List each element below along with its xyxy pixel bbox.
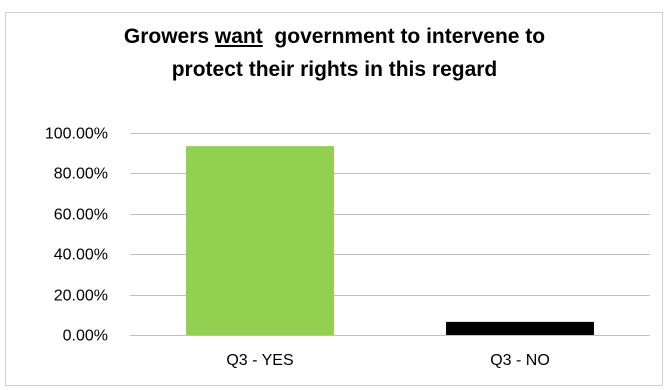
chart-title-line-2: protect their rights in this regard: [171, 58, 498, 81]
chart-title: Growers want government to intervene to …: [0, 20, 669, 86]
y-tick-label: 40.00%: [54, 247, 108, 264]
bar-q3-yes: [186, 146, 334, 335]
x-tick-label: Q3 - YES: [226, 352, 293, 369]
title-suffix: government to intervene to: [262, 25, 546, 48]
title-prefix: Growers: [123, 25, 215, 48]
title-underlined-word: want: [214, 25, 263, 48]
chart-title-line-1: Growers want government to intervene to: [0, 20, 669, 53]
bar-q3-no: [446, 321, 594, 335]
y-tick-label: 0.00%: [63, 328, 108, 345]
y-tick-label: 80.00%: [54, 166, 108, 183]
y-tick-label: 20.00%: [54, 288, 108, 305]
x-tick-label: Q3 - NO: [490, 352, 550, 369]
y-tick-label: 100.00%: [45, 126, 108, 143]
y-tick-label: 60.00%: [54, 207, 108, 224]
